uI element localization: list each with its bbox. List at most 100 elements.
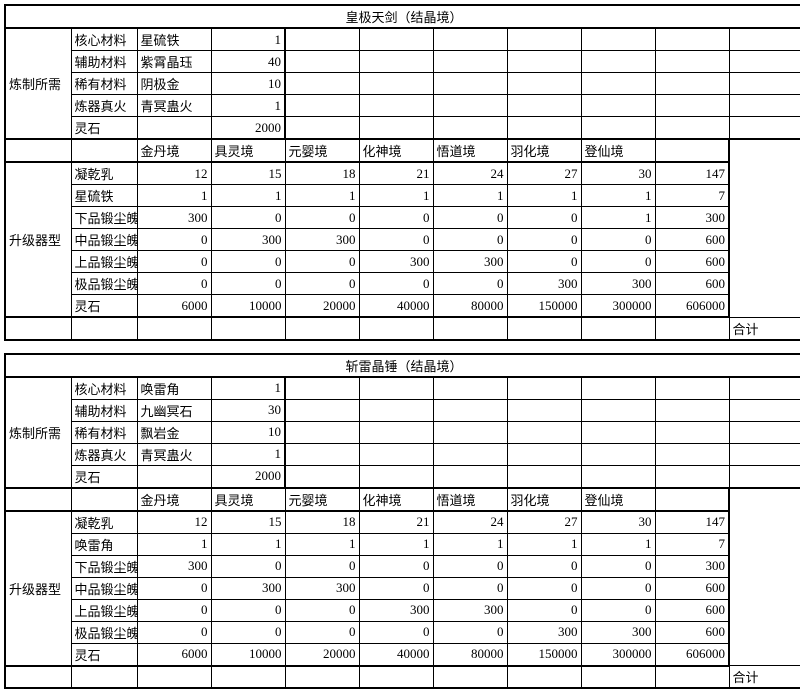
upgrade-value: 300 <box>581 621 655 643</box>
empty-cell <box>655 465 729 488</box>
craft-material: 唤雷角 <box>137 377 211 400</box>
empty-cell <box>655 117 729 140</box>
empty-cell <box>285 377 359 400</box>
upgrade-value: 1 <box>581 185 655 207</box>
empty-cell <box>285 465 359 488</box>
empty-cell <box>655 28 729 51</box>
upgrade-value: 0 <box>285 555 359 577</box>
empty-cell <box>285 117 359 140</box>
upgrade-value: 1 <box>433 185 507 207</box>
empty-cell <box>433 28 507 51</box>
upgrade-value: 600 <box>655 229 729 251</box>
upgrade-value: 1 <box>285 533 359 555</box>
stage-header: 悟道境 <box>433 139 507 162</box>
upgrade-value: 0 <box>137 251 211 273</box>
empty-cell <box>655 51 729 73</box>
upgrade-value: 0 <box>359 555 433 577</box>
upgrade-value: 1 <box>211 533 285 555</box>
upgrade-material: 灵石 <box>71 295 137 318</box>
empty-cell <box>507 51 581 73</box>
empty-cell <box>655 399 729 421</box>
upgrade-value: 15 <box>211 511 285 534</box>
empty-cell <box>581 443 655 465</box>
upgrade-value: 0 <box>285 251 359 273</box>
empty-cell <box>5 666 71 689</box>
empty-cell <box>433 399 507 421</box>
upgrade-material: 凝乾乳 <box>71 162 137 185</box>
upgrade-value: 1 <box>359 533 433 555</box>
upgrade-value: 0 <box>137 621 211 643</box>
empty-cell <box>285 95 359 117</box>
upgrade-label: 升级器型 <box>5 162 71 317</box>
empty-cell <box>5 488 71 511</box>
upgrade-value: 0 <box>507 577 581 599</box>
total-label: 合计 <box>729 666 800 689</box>
craft-type: 稀有材料 <box>71 73 137 95</box>
upgrade-value: 6000 <box>137 295 211 318</box>
upgrade-value: 1 <box>507 533 581 555</box>
upgrade-material: 中品锻尘魄 <box>71 229 137 251</box>
upgrade-value: 20000 <box>285 643 359 666</box>
upgrade-value: 0 <box>211 599 285 621</box>
empty-cell <box>71 317 137 340</box>
upgrade-value: 0 <box>285 599 359 621</box>
craft-material: 飘岩金 <box>137 421 211 443</box>
stage-header: 羽化境 <box>507 488 581 511</box>
upgrade-material: 凝乾乳 <box>71 511 137 534</box>
empty-cell <box>433 666 507 689</box>
craft-type: 核心材料 <box>71 28 137 51</box>
empty-cell <box>507 28 581 51</box>
upgrade-value: 300000 <box>581 643 655 666</box>
upgrade-material: 极品锻尘魄 <box>71 621 137 643</box>
upgrade-value: 600 <box>655 273 729 295</box>
upgrade-value: 1 <box>581 533 655 555</box>
stage-header: 元婴境 <box>285 139 359 162</box>
upgrade-material: 唤雷角 <box>71 533 137 555</box>
empty-cell <box>359 51 433 73</box>
empty-cell <box>729 51 800 73</box>
stage-header: 金丹境 <box>137 488 211 511</box>
upgrade-value: 40000 <box>359 295 433 318</box>
upgrade-material: 极品锻尘魄 <box>71 273 137 295</box>
empty-cell <box>655 73 729 95</box>
weapon-table: 皇极天剑（结晶境）炼制所需核心材料星硫铁1辅助材料紫霄晶珏40稀有材料阴极金10… <box>4 4 800 341</box>
craft-material <box>137 117 211 140</box>
upgrade-value: 30 <box>581 162 655 185</box>
upgrade-value: 0 <box>359 577 433 599</box>
upgrade-value: 80000 <box>433 295 507 318</box>
empty-cell <box>359 95 433 117</box>
empty-cell <box>71 139 137 162</box>
craft-type: 稀有材料 <box>71 421 137 443</box>
stage-header: 羽化境 <box>507 139 581 162</box>
upgrade-value: 150000 <box>507 643 581 666</box>
empty-cell <box>507 377 581 400</box>
empty-cell <box>359 666 433 689</box>
empty-cell <box>729 28 800 51</box>
empty-cell <box>729 117 800 140</box>
empty-cell <box>359 465 433 488</box>
empty-cell <box>285 317 359 340</box>
empty-cell <box>655 666 729 689</box>
upgrade-value: 1 <box>433 533 507 555</box>
empty-cell <box>285 51 359 73</box>
empty-cell <box>729 95 800 117</box>
upgrade-value: 0 <box>581 229 655 251</box>
stage-header: 元婴境 <box>285 488 359 511</box>
stage-header: 具灵境 <box>211 488 285 511</box>
empty-cell <box>581 465 655 488</box>
upgrade-value: 600 <box>655 599 729 621</box>
upgrade-value: 24 <box>433 162 507 185</box>
upgrade-value: 0 <box>285 273 359 295</box>
upgrade-value: 0 <box>433 621 507 643</box>
upgrade-value: 27 <box>507 511 581 534</box>
empty-cell <box>137 317 211 340</box>
craft-qty: 30 <box>211 399 285 421</box>
empty-cell <box>581 666 655 689</box>
stage-header: 具灵境 <box>211 139 285 162</box>
craft-material: 紫霄晶珏 <box>137 51 211 73</box>
upgrade-value: 300 <box>433 251 507 273</box>
upgrade-value: 15 <box>211 162 285 185</box>
upgrade-value: 0 <box>507 599 581 621</box>
empty-cell <box>507 317 581 340</box>
empty-cell <box>581 28 655 51</box>
